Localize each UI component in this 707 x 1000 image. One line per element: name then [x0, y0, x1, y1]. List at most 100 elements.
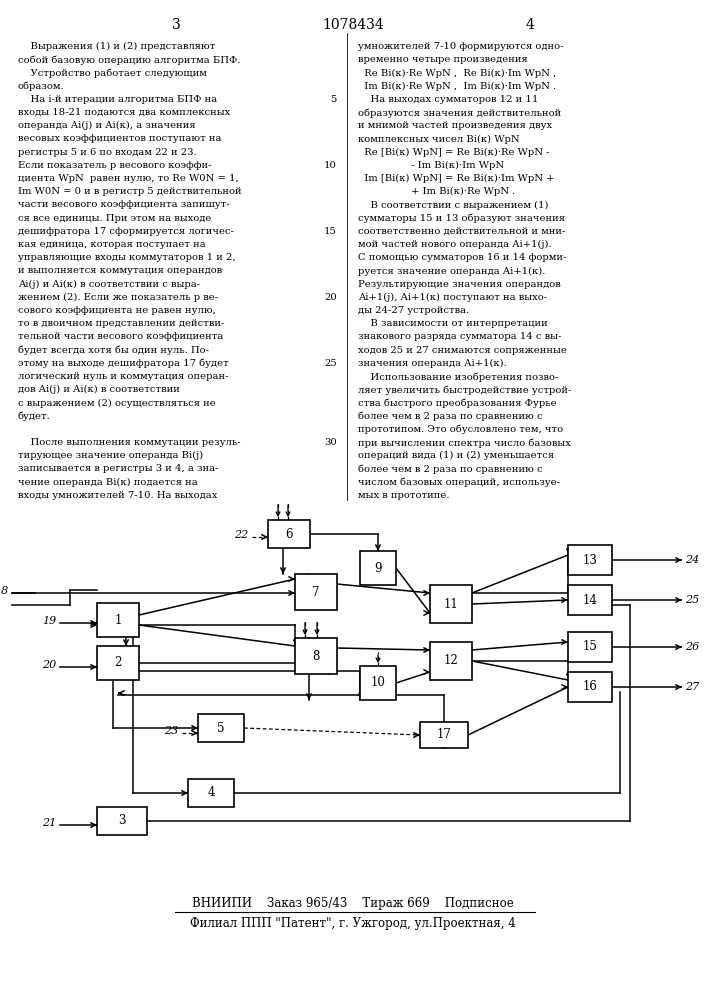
Text: 6: 6 [285, 528, 293, 540]
Text: 25: 25 [325, 359, 337, 368]
Bar [268, 520, 310, 548]
Text: соответственно действительной и мни-: соответственно действительной и мни- [358, 227, 566, 236]
Text: Устройство работает следующим: Устройство работает следующим [18, 68, 207, 78]
Text: образом.: образом. [18, 82, 64, 91]
Text: ства быстрого преобразования Фурье: ства быстрого преобразования Фурье [358, 398, 556, 408]
Text: записывается в регистры 3 и 4, а зна-: записывается в регистры 3 и 4, а зна- [18, 464, 218, 473]
Text: логический нуль и коммутация операн-: логический нуль и коммутация операн- [18, 372, 228, 381]
Text: комплексных чисел Bi(к) WpN: комплексных чисел Bi(к) WpN [358, 134, 520, 144]
Text: сумматоры 15 и 13 образуют значения: сумматоры 15 и 13 образуют значения [358, 214, 565, 223]
Text: операнда Ai(j) и Ai(к), а значения: операнда Ai(j) и Ai(к), а значения [18, 121, 196, 130]
Text: 17: 17 [436, 728, 452, 742]
Text: сового коэффициента не равен нулю,: сового коэффициента не равен нулю, [18, 306, 216, 315]
Text: числом базовых операций, используе-: числом базовых операций, используе- [358, 478, 560, 487]
Text: управляющие входы коммутаторов 1 и 2,: управляющие входы коммутаторов 1 и 2, [18, 253, 235, 262]
Text: 30: 30 [325, 438, 337, 447]
Text: временно четыре произведения: временно четыре произведения [358, 55, 527, 64]
Text: чение операнда Bi(к) подается на: чение операнда Bi(к) подается на [18, 478, 198, 487]
Text: входы 18-21 подаются два комплексных: входы 18-21 подаются два комплексных [18, 108, 230, 117]
Text: собой базовую операцию алгоритма БПФ.: собой базовую операцию алгоритма БПФ. [18, 55, 240, 65]
Text: циента WpN  равен нулю, то Re W0N = 1,: циента WpN равен нулю, то Re W0N = 1, [18, 174, 239, 183]
Text: Результирующие значения операндов: Результирующие значения операндов [358, 280, 561, 289]
Text: ляет увеличить быстродействие устрой-: ляет увеличить быстродействие устрой- [358, 385, 571, 395]
Text: 12: 12 [443, 654, 458, 668]
Text: 19: 19 [42, 616, 56, 626]
Bar [568, 585, 612, 615]
Text: 7: 7 [312, 585, 320, 598]
Text: 3: 3 [172, 18, 180, 32]
Bar [568, 632, 612, 662]
Text: с выражением (2) осуществляться не: с выражением (2) осуществляться не [18, 398, 216, 408]
Bar [430, 642, 472, 680]
Bar [295, 638, 337, 674]
Text: 21: 21 [42, 818, 56, 828]
Text: входы умножителей 7-10. На выходах: входы умножителей 7-10. На выходах [18, 491, 217, 500]
Text: будет.: будет. [18, 412, 51, 421]
Text: кая единица, которая поступает на: кая единица, которая поступает на [18, 240, 206, 249]
Text: Im W0N = 0 и в регистр 5 действительной: Im W0N = 0 и в регистр 5 действительной [18, 187, 242, 196]
Text: 22: 22 [234, 530, 248, 540]
Bar [360, 551, 396, 585]
Text: Im Bi(к)·Re WpN ,  Im Bi(к)·Im WpN .: Im Bi(к)·Re WpN , Im Bi(к)·Im WpN . [358, 82, 556, 91]
Text: 15: 15 [324, 227, 337, 236]
Text: В зависимости от интерпретации: В зависимости от интерпретации [358, 319, 548, 328]
Text: 14: 14 [583, 593, 597, 606]
Bar [420, 722, 468, 748]
Text: 9: 9 [374, 562, 382, 574]
Text: 5: 5 [217, 722, 225, 734]
Text: Выражения (1) и (2) представляют: Выражения (1) и (2) представляют [18, 42, 216, 51]
Text: На выходах сумматоров 12 и 11: На выходах сумматоров 12 и 11 [358, 95, 538, 104]
Text: весовых коэффициентов поступают на: весовых коэффициентов поступают на [18, 134, 221, 143]
Text: Re [Bi(к) WpN] = Re Bi(к)·Re WpN -: Re [Bi(к) WpN] = Re Bi(к)·Re WpN - [358, 148, 549, 157]
Text: тирующее значение операнда Bi(j): тирующее значение операнда Bi(j) [18, 451, 203, 460]
Text: 10: 10 [370, 676, 385, 690]
Bar [97, 807, 147, 835]
Text: Использование изобретения позво-: Использование изобретения позво- [358, 372, 559, 381]
Text: + Im Bi(к)·Re WpN .: + Im Bi(к)·Re WpN . [358, 187, 515, 196]
Text: 23: 23 [164, 726, 178, 736]
Text: ВНИИПИ    Заказ 965/43    Тираж 669    Подписное: ВНИИПИ Заказ 965/43 Тираж 669 Подписное [192, 896, 514, 910]
Text: 26: 26 [685, 642, 699, 652]
Bar [568, 545, 612, 575]
Text: мой частей нового операнда Ai+1(j).: мой частей нового операнда Ai+1(j). [358, 240, 551, 249]
Text: Ai(j) и Ai(к) в соответствии с выра-: Ai(j) и Ai(к) в соответствии с выра- [18, 280, 200, 289]
Text: тельной части весового коэффициента: тельной части весового коэффициента [18, 332, 223, 341]
Text: дешифратора 17 сформируется логичес-: дешифратора 17 сформируется логичес- [18, 227, 234, 236]
Text: ды 24-27 устройства.: ды 24-27 устройства. [358, 306, 469, 315]
Text: при вычислении спектра число базовых: при вычислении спектра число базовых [358, 438, 571, 448]
Bar [198, 714, 244, 742]
Text: 2: 2 [115, 656, 122, 670]
Text: 27: 27 [685, 682, 699, 692]
Text: дов Ai(j) и Ai(к) в соответствии: дов Ai(j) и Ai(к) в соответствии [18, 385, 180, 394]
Text: 10: 10 [324, 161, 337, 170]
Text: прототипом. Это обусловлено тем, что: прототипом. Это обусловлено тем, что [358, 425, 563, 434]
Text: 1078434: 1078434 [322, 18, 384, 32]
Text: 8: 8 [312, 650, 320, 662]
Text: более чем в 2 раза по сравнению с: более чем в 2 раза по сравнению с [358, 412, 543, 421]
Text: более чем в 2 раза по сравнению с: более чем в 2 раза по сравнению с [358, 464, 543, 474]
Bar [568, 672, 612, 702]
Text: 18: 18 [0, 586, 8, 596]
Text: умножителей 7-10 формируются одно-: умножителей 7-10 формируются одно- [358, 42, 563, 51]
Text: части весового коэффициента запишут-: части весового коэффициента запишут- [18, 200, 230, 209]
Text: 25: 25 [685, 595, 699, 605]
Text: 3: 3 [118, 814, 126, 828]
Text: 13: 13 [583, 554, 597, 566]
Text: знакового разряда сумматора 14 с вы-: знакового разряда сумматора 14 с вы- [358, 332, 561, 341]
Text: этому на выходе дешифратора 17 будет: этому на выходе дешифратора 17 будет [18, 359, 229, 368]
Text: жением (2). Если же показатель р ве-: жением (2). Если же показатель р ве- [18, 293, 218, 302]
Text: 24: 24 [685, 555, 699, 565]
Text: В соответствии с выражением (1): В соответствии с выражением (1) [358, 200, 549, 210]
Text: Im [Bi(к) WpN] = Re Bi(к)·Im WpN +: Im [Bi(к) WpN] = Re Bi(к)·Im WpN + [358, 174, 554, 183]
Bar [188, 779, 234, 807]
Text: На i-й итерации алгоритма БПФ на: На i-й итерации алгоритма БПФ на [18, 95, 217, 104]
Text: операций вида (1) и (2) уменьшается: операций вида (1) и (2) уменьшается [358, 451, 554, 460]
Text: 16: 16 [583, 680, 597, 694]
Bar [295, 574, 337, 610]
Text: регистры 5 и 6 по входам 22 и 23.: регистры 5 и 6 по входам 22 и 23. [18, 148, 197, 157]
Bar [97, 603, 139, 637]
Text: мых в прототипе.: мых в прототипе. [358, 491, 450, 500]
Text: 20: 20 [325, 293, 337, 302]
Text: 20: 20 [42, 660, 56, 670]
Text: и выполняется коммутация операндов: и выполняется коммутация операндов [18, 266, 222, 275]
